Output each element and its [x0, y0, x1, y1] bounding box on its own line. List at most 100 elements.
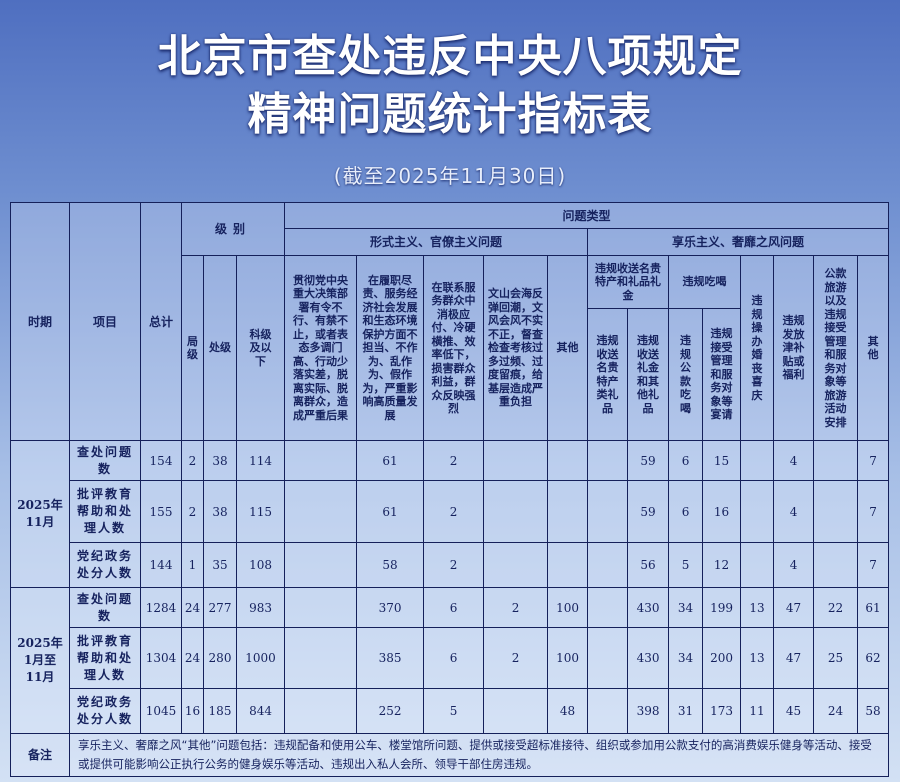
value-cell: 5 [423, 688, 485, 734]
value-cell: 370 [356, 587, 425, 628]
table-row: 2025年1月至11月 查处问题数 1284 24 277 983 370 6 2 100 430 3… [10, 587, 890, 734]
value-cell: 5 [668, 542, 704, 588]
value-cell [284, 627, 358, 689]
value-cell: 185 [203, 688, 237, 734]
value-cell [547, 440, 589, 481]
value-cell: 199 [702, 587, 742, 628]
header-total: 总计 [140, 202, 182, 441]
value-cell [587, 440, 629, 481]
header-gift-money: 违规收送礼金和其他礼品 [627, 308, 670, 441]
value-cell: 1304 [140, 627, 182, 689]
header-allowance: 违规发放津补贴或福利 [773, 255, 815, 441]
header-level-section: 科级及以下 [235, 255, 286, 441]
header-level-bureau: 局级 [181, 255, 204, 441]
header-hedonism-other: 其他 [857, 255, 890, 441]
header-formalism: 形式主义、官僚主义问题 [284, 228, 589, 256]
value-cell [547, 480, 589, 543]
value-cell: 58 [356, 542, 425, 588]
value-cell: 983 [235, 587, 286, 628]
header-gift-specialty: 违规收送名贵特产类礼品 [587, 308, 629, 441]
value-cell: 59 [627, 440, 670, 481]
value-cell: 61 [356, 440, 425, 481]
value-cell: 16 [702, 480, 742, 543]
value-cell [284, 688, 358, 734]
value-cell: 398 [627, 688, 670, 734]
value-cell: 13 [740, 627, 775, 689]
value-cell: 45 [773, 688, 815, 734]
value-cell: 6 [668, 440, 704, 481]
value-cell: 13 [740, 587, 775, 628]
value-cell: 11 [740, 688, 775, 734]
value-cell [813, 480, 859, 543]
value-cell: 7 [857, 542, 890, 588]
header-dining-group: 违规吃喝 [668, 255, 742, 309]
header-gift-group: 违规收送名贵特产和礼品礼金 [587, 255, 670, 309]
value-cell: 385 [356, 627, 425, 689]
value-cell: 2 [423, 440, 485, 481]
value-cell: 61 [857, 587, 890, 628]
value-cell: 12 [702, 542, 742, 588]
value-cell [740, 440, 775, 481]
value-cell: 34 [668, 627, 704, 689]
value-cell: 2 [423, 480, 485, 543]
value-cell: 115 [235, 480, 286, 543]
value-cell: 252 [356, 688, 425, 734]
value-cell: 48 [547, 688, 589, 734]
value-cell [284, 587, 358, 628]
header-travel: 公款旅游以及违规接受管理和服务对象等旅游活动安排 [813, 255, 859, 441]
value-cell: 24 [181, 587, 204, 628]
table-row: 党纪政务处分人数 144 1 35 108 58 2 56 5 12 4 7 [11, 542, 890, 588]
page-title-line1: 北京市查处违反中央八项规定 [157, 31, 743, 82]
value-cell: 6 [423, 587, 485, 628]
value-cell [813, 440, 859, 481]
value-cell [587, 627, 629, 689]
header-hedonism: 享乐主义、奢靡之风问题 [587, 228, 890, 256]
value-cell: 7 [857, 480, 890, 543]
value-cell [284, 542, 358, 588]
value-cell [587, 587, 629, 628]
value-cell: 100 [547, 627, 589, 689]
value-cell: 62 [857, 627, 890, 689]
value-cell [813, 542, 859, 588]
value-cell: 6 [668, 480, 704, 543]
value-cell: 61 [356, 480, 425, 543]
value-cell [483, 440, 549, 481]
value-cell: 4 [773, 480, 815, 543]
value-cell: 1 [181, 542, 204, 588]
value-cell: 38 [203, 440, 237, 481]
table-row: 批评教育帮助和处理人数 155 2 38 115 61 2 59 6 16 4 7 [11, 480, 890, 543]
notes-text: 享乐主义、奢靡之风“其他”问题包括：违规配备和使用公车、楼堂馆所问题、提供或接受… [68, 733, 890, 777]
value-cell: 47 [773, 587, 815, 628]
statistics-table: 时期 项目 总计 级别 问题类型 形式主义、官僚主义问题 享乐主义、奢靡之风问题… [10, 202, 890, 777]
value-cell: 155 [140, 480, 182, 543]
value-cell: 1284 [140, 587, 182, 628]
header-formalism-col-4: 文山会海反弹回潮，文风会风不实不正，督查检查考核过多过频、过度留痕，给基层造成严… [483, 255, 549, 441]
value-cell: 2 [181, 480, 204, 543]
value-cell [483, 542, 549, 588]
value-cell [587, 542, 629, 588]
page-subtitle: (截至2025年11月30日) [333, 164, 567, 188]
value-cell: 430 [627, 627, 670, 689]
value-cell: 25 [813, 627, 859, 689]
value-cell [740, 542, 775, 588]
value-cell: 200 [702, 627, 742, 689]
page-title-line2: 精神问题统计指标表 [247, 89, 653, 140]
value-cell: 59 [627, 480, 670, 543]
header-formalism-other: 其他 [547, 255, 589, 441]
value-cell: 844 [235, 688, 286, 734]
item-cell: 查处问题数 [69, 440, 141, 481]
value-cell [483, 688, 549, 734]
table-body: 2025年11月 查处问题数 154 2 38 114 61 2 59 6 15 4 7 批评教育帮助和处… [10, 440, 890, 734]
value-cell: 1000 [235, 627, 286, 689]
item-cell: 党纪政务处分人数 [69, 542, 141, 588]
item-cell: 批评教育帮助和处理人数 [69, 480, 141, 543]
value-cell [740, 480, 775, 543]
value-cell: 15 [702, 440, 742, 481]
table-row: 批评教育帮助和处理人数 1304 24 280 1000 385 6 2 100 430 34 200… [11, 627, 890, 689]
header-item: 项目 [69, 202, 141, 441]
value-cell: 34 [668, 587, 704, 628]
header-dining-banquet: 违规接受管理和服务对象等宴请 [702, 308, 742, 441]
table-row: 2025年11月 查处问题数 154 2 38 114 61 2 59 6 15 4 7 [10, 440, 890, 588]
value-cell: 2 [181, 440, 204, 481]
value-cell [547, 542, 589, 588]
